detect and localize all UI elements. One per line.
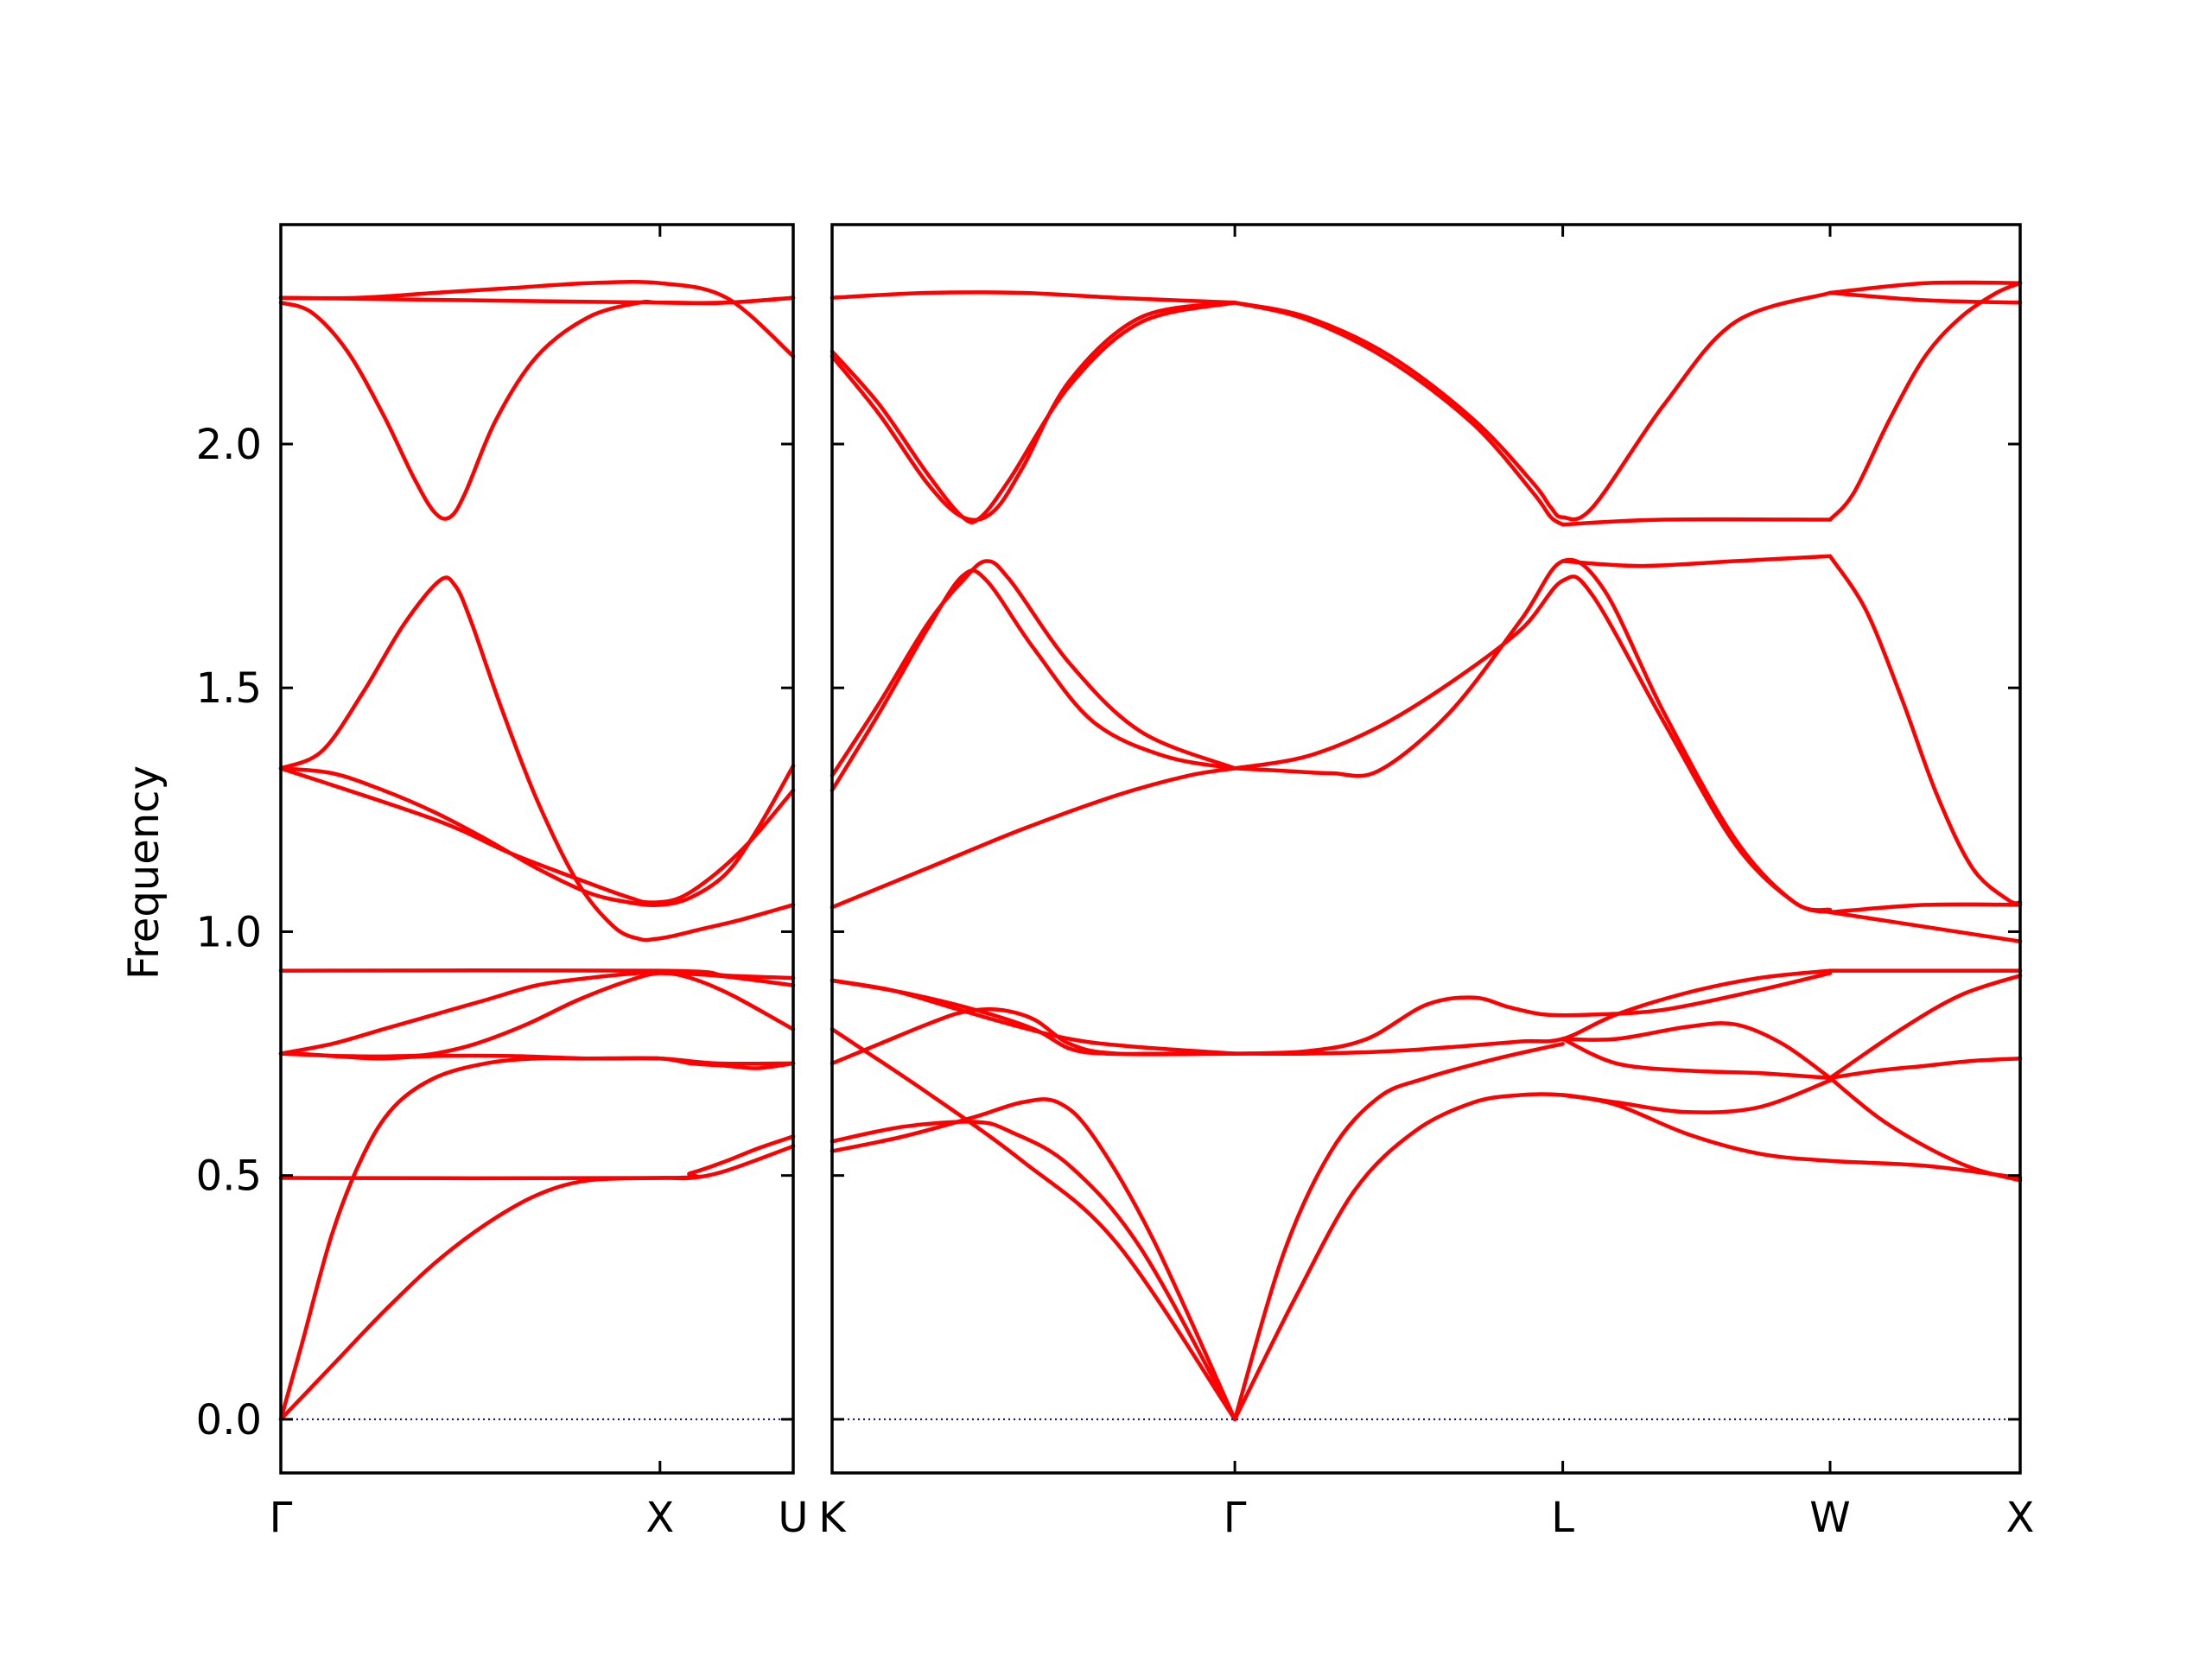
band-line-panel-2-12: [1232, 574, 1833, 915]
band-line-panel-2-24: [830, 1097, 1237, 1422]
band-line-panel-1-3: [278, 295, 796, 521]
band-line-panel-1-13: [278, 1134, 796, 1181]
band-line-panel-2-2: [830, 301, 1237, 523]
x-tick-label: U: [778, 1494, 808, 1542]
band-line-panel-2-35: [1560, 1093, 2023, 1180]
band-line-panel-2-18: [1827, 910, 2023, 943]
y-tick-label: 0.5: [196, 1152, 262, 1201]
band-line-panel-1-12: [278, 1144, 796, 1422]
band-line-panel-2-17: [1827, 902, 2023, 915]
band-line-panel-1-9: [278, 968, 796, 981]
band-line-panel-2-25: [1232, 968, 1833, 1057]
band-line-panel-2-34: [1232, 1042, 1565, 1422]
plot-layer: 0.0 0.5 1.0 1.5 2.0 Γ X U K Γ L W X: [196, 223, 2035, 1542]
y-tick-label: 1.0: [196, 908, 262, 956]
x-tick-label: L: [1551, 1494, 1574, 1542]
band-line-panel-1-11: [278, 1056, 796, 1422]
band-line-panel-2-11: [830, 559, 1237, 778]
x-tick-label: Γ: [270, 1494, 293, 1542]
x-tick-label: Γ: [1224, 1494, 1247, 1542]
band-line-panel-2-16: [830, 766, 1237, 910]
band-line-panel-2-26: [1232, 971, 1833, 1056]
y-axis-label: Frequency: [120, 765, 168, 980]
band-line-panel-2-33: [1232, 1078, 1833, 1422]
band-line-panel-2-22: [830, 1027, 1237, 1422]
band-line-panel-2-14: [1560, 554, 1833, 568]
y-tick-label: 2.0: [196, 421, 262, 469]
band-line-panel-2-1: [830, 290, 1237, 305]
band-line-panel-2-28: [1560, 1037, 1833, 1081]
band-line-panel-2-4: [1232, 290, 1833, 522]
band-line-panel-2-6: [1560, 517, 1833, 527]
band-line-panel-2-23: [830, 1120, 1237, 1422]
y-tick-label: 1.5: [196, 664, 262, 713]
band-line-panel-1-4: [278, 575, 796, 943]
band-line-panel-2-30: [1827, 974, 2023, 1081]
x-tick-label: X: [2006, 1494, 2035, 1542]
x-tick-label: W: [1809, 1494, 1850, 1542]
band-line-panel-2-3: [830, 301, 1237, 524]
band-line-panel-1-6: [278, 766, 796, 904]
band-line-panel-2-15: [1827, 554, 2023, 905]
plot-frame-panel-1: [279, 223, 795, 1475]
x-tick-label: K: [818, 1494, 847, 1542]
plot-frame-panel-2: [830, 223, 2022, 1475]
band-line-panel-2-9: [1827, 290, 2023, 305]
band-line-panel-2-27: [1560, 1021, 1833, 1081]
band-line-panel-2-7: [1827, 281, 2023, 522]
y-tick-label: 0.0: [196, 1396, 262, 1444]
band-line-panel-2-8: [1827, 280, 2023, 295]
band-line-panel-2-31: [1827, 1056, 2023, 1081]
band-line-panel-2-13: [1232, 557, 1833, 912]
band-line-panel-2-5: [1232, 301, 1565, 527]
x-tick-label: X: [645, 1494, 674, 1542]
band-line-panel-2-10: [830, 568, 1237, 793]
band-line-panel-1-7: [278, 970, 796, 1056]
band-line-panel-2-21: [830, 1007, 1237, 1066]
band-line-panel-1-5: [278, 764, 796, 907]
